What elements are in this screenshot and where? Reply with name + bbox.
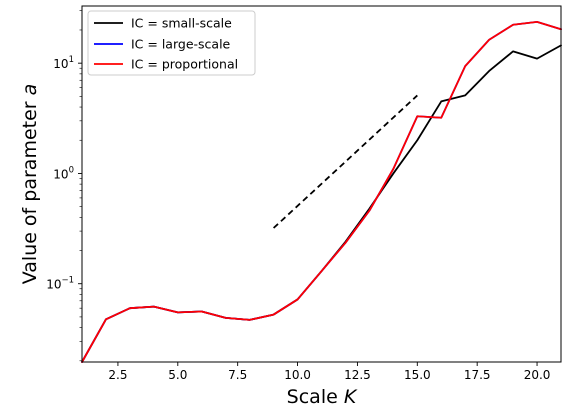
legend-label-large-scale: IC = large-scale xyxy=(131,37,231,52)
y-axis: 10−1 100 101 xyxy=(46,10,82,362)
x-tick-label: 2.5 xyxy=(108,368,127,382)
legend-label-proportional: IC = proportional xyxy=(131,57,238,72)
legend-box xyxy=(87,10,256,76)
x-axis: 2.5 5.0 7.5 10.0 12.5 15.0 17.5 20.0 xyxy=(108,362,550,382)
legend: IC = small-scale IC = large-scale IC = p… xyxy=(87,10,256,76)
x-tick-label: 15.0 xyxy=(404,368,431,382)
series-line-2 xyxy=(81,20,562,363)
x-axis-title-variable: K xyxy=(344,386,358,408)
legend-label-small-scale: IC = small-scale xyxy=(131,16,232,31)
y-tick-label: 101 xyxy=(53,55,74,71)
series-layer xyxy=(81,20,562,363)
x-axis-title-text: Scale xyxy=(287,386,338,408)
x-axis-title: Scale K xyxy=(287,386,358,408)
y-axis-title: Value of parameter a xyxy=(19,84,41,285)
reference-dashed-line xyxy=(272,94,418,229)
x-tick-label: 5.0 xyxy=(168,368,187,382)
y-tick-label: 10−1 xyxy=(46,276,74,292)
y-tick-label: 100 xyxy=(53,165,74,181)
x-tick-label: 12.5 xyxy=(344,368,371,382)
x-tick-label: 10.0 xyxy=(284,368,311,382)
reference-line-layer xyxy=(272,94,418,229)
x-tick-label: 20.0 xyxy=(524,368,551,382)
x-tick-label: 17.5 xyxy=(464,368,491,382)
y-axis-title-text: Value of parameter xyxy=(19,101,41,284)
y-axis-title-variable: a xyxy=(19,84,41,96)
x-tick-label: 7.5 xyxy=(228,368,247,382)
